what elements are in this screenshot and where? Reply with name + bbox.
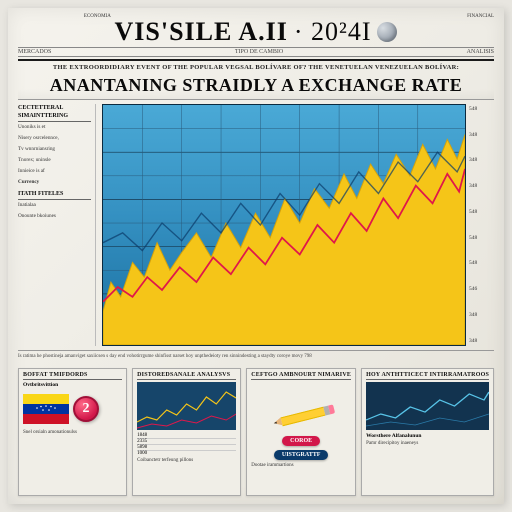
newspaper-page: ECONOMIA FINANCIAL VIS'SILE A.II · 20²4I… — [8, 8, 504, 504]
card-analysis: Distoredsanale Analysvs 1848 2335 5898 1… — [132, 368, 241, 496]
masthead-title: VIS'SILE A.II · 20²4I — [18, 19, 494, 45]
kicker: The extroordidiary event of the popular … — [18, 61, 494, 74]
left-column: Cectetteral simainttering Unoniks is et … — [18, 104, 96, 346]
card-pencil: Ceftgo Ambnourt Nimarive COROE UISTGRATT… — [246, 368, 356, 496]
pencil-icon — [273, 405, 333, 428]
headline: ANANTANING STRAIDLY A EXCHANGE RATE — [18, 74, 494, 99]
mini-chart-1 — [137, 382, 236, 430]
main-row: Cectetteral simainttering Unoniks is et … — [18, 99, 494, 351]
card-flag: Boffat Tmifdords Ovtbritsvittion 2 Snel … — [18, 368, 127, 496]
pill-red[interactable]: COROE — [282, 436, 320, 446]
card-info: Hoy Anthtticect Intirramatroos Worsthere… — [361, 368, 494, 496]
coin-icon: 2 — [73, 396, 99, 422]
footnote: Is ratima he phostineja amanviget saxiic… — [18, 351, 494, 364]
pill-navy[interactable]: UISTGRATTF — [274, 450, 329, 460]
leftcol-h1: Cectetteral simainttering — [18, 104, 91, 122]
globe-icon — [377, 22, 397, 42]
masthead-subline: MERCADOS TIPO DE CAMBIO ANALISIS — [18, 47, 494, 57]
chart-svg — [103, 105, 465, 345]
venezuela-flag-icon — [23, 394, 69, 424]
cards-row: Boffat Tmifdords Ovtbritsvittion 2 Snel … — [18, 368, 494, 496]
main-chart — [102, 104, 466, 346]
mini-chart-2 — [366, 382, 489, 430]
leftcol-h2: Itath fiteles — [18, 190, 91, 200]
y-axis-labels: 548 348 348 348 548 548 548 546 348 348 — [466, 104, 494, 346]
masthead: ECONOMIA FINANCIAL VIS'SILE A.II · 20²4I… — [18, 14, 494, 61]
